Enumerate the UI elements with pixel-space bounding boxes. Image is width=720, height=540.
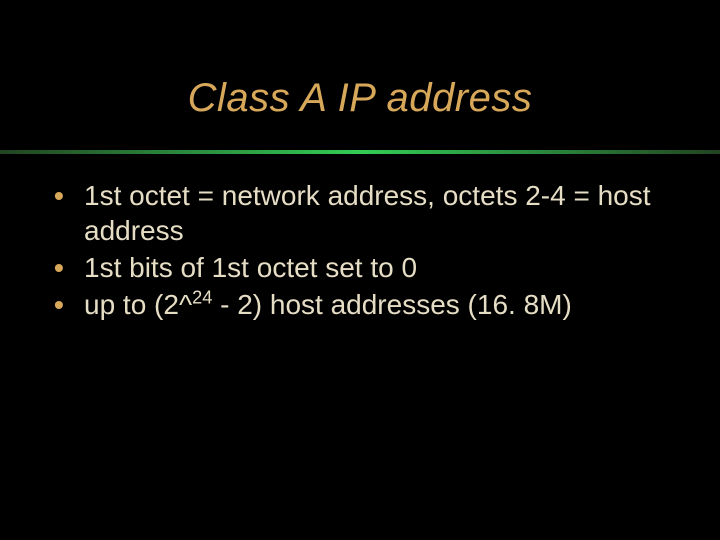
bullet-text: 1st octet = network address, octets 2-4 … — [84, 178, 674, 248]
bullet-item: •1st octet = network address, octets 2-4… — [54, 178, 674, 248]
bullet-item: •1st bits of 1st octet set to 0 — [54, 250, 674, 285]
bullet-text: up to (2^24 - 2) host addresses (16. 8M) — [84, 287, 674, 322]
bullet-dot-icon: • — [54, 250, 84, 285]
bullet-dot-icon: • — [54, 178, 84, 213]
slide: Class A IP address •1st octet = network … — [0, 0, 720, 540]
horizontal-divider — [0, 150, 720, 154]
bullet-list: •1st octet = network address, octets 2-4… — [54, 178, 674, 324]
bullet-text: 1st bits of 1st octet set to 0 — [84, 250, 674, 285]
bullet-item: •up to (2^24 - 2) host addresses (16. 8M… — [54, 287, 674, 322]
slide-title: Class A IP address — [0, 76, 720, 121]
bullet-dot-icon: • — [54, 287, 84, 322]
